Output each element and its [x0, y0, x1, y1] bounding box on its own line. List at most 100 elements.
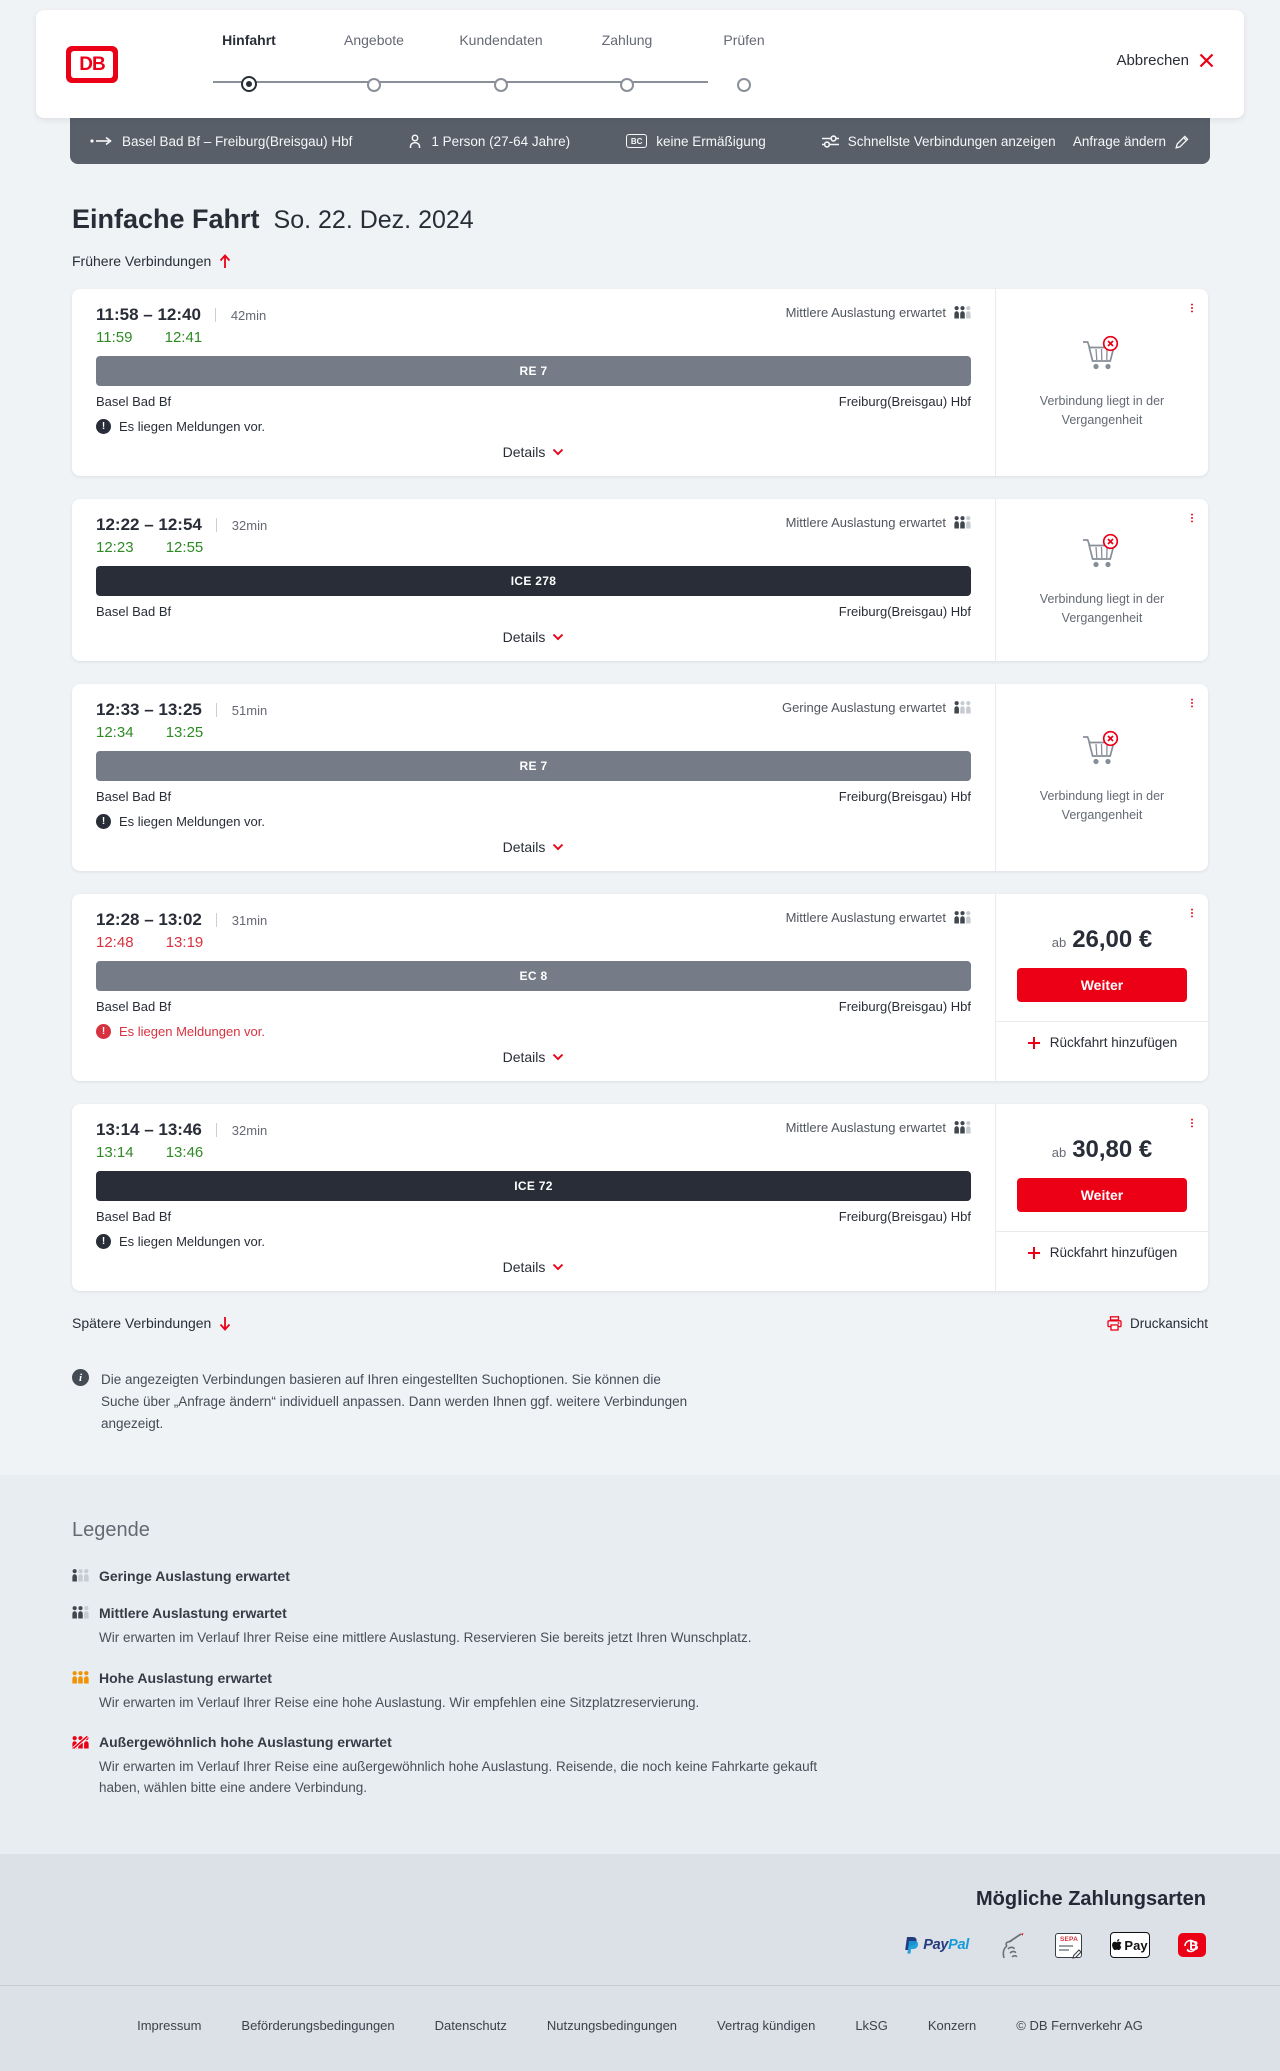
price-prefix: ab [1052, 935, 1066, 950]
exclamation-icon: ! [96, 814, 111, 829]
occupancy-low-icon [72, 1569, 89, 1582]
fastest-connections-toggle[interactable]: Schnellste Verbindungen anzeigen [822, 134, 1056, 149]
tune-icon [822, 135, 839, 148]
destination-station: Freiburg(Breisgau) Hbf [839, 604, 971, 619]
kebab-menu-icon[interactable] [1188, 1114, 1196, 1132]
details-toggle[interactable]: Details [96, 444, 971, 464]
connection-side-panel: Verbindung liegt in der Vergangenheit [995, 499, 1208, 661]
details-toggle[interactable]: Details [96, 629, 971, 649]
add-return-button[interactable]: Rückfahrt hinzufügen [1027, 1035, 1178, 1062]
kebab-menu-icon[interactable] [1188, 299, 1196, 317]
footer-link-befoerderungsbedingungen[interactable]: Beförderungsbedingungen [241, 2018, 394, 2033]
past-connection-note: Verbindung liegt in der Vergangenheit [1020, 392, 1184, 430]
destination-station: Freiburg(Breisgau) Hbf [839, 394, 971, 409]
occupancy-label: Geringe Auslastung erwartet [782, 700, 946, 715]
footer-link-konzern[interactable]: Konzern [928, 2018, 976, 2033]
arrow-up-icon [219, 254, 231, 269]
change-request-label: Anfrage ändern [1073, 134, 1166, 149]
occupancy-high-icon [72, 1671, 89, 1684]
legend-item-description: Wir erwarten im Verlauf Ihrer Reise eine… [99, 1628, 844, 1649]
connection-card-5: 13:14 – 13:46 32min Mittlere Auslastung … [72, 1104, 1208, 1291]
legend-item-description: Wir erwarten im Verlauf Ihrer Reise eine… [99, 1693, 844, 1714]
footer-link-vertrag-kuendigen[interactable]: Vertrag kündigen [717, 2018, 815, 2033]
step-zahlung[interactable]: Zahlung [562, 32, 692, 92]
price-prefix: ab [1052, 1145, 1066, 1160]
apple-pay-word: Pay [1124, 1938, 1147, 1953]
kebab-menu-icon[interactable] [1188, 694, 1196, 712]
train-segment-bar: ICE 72 [96, 1171, 971, 1201]
payment-section: Mögliche Zahlungsarten PayPal [0, 1854, 1280, 1985]
chevron-down-icon [552, 843, 564, 851]
occupancy-medium-icon [72, 1606, 89, 1619]
step-angebote[interactable]: Angebote [309, 32, 439, 92]
kebab-menu-icon[interactable] [1188, 509, 1196, 527]
change-request-button[interactable]: Anfrage ändern [1073, 134, 1190, 149]
cancel-button[interactable]: Abbrechen [1116, 52, 1214, 69]
occupancy-medium-icon [954, 306, 971, 319]
later-connections-label: Spätere Verbindungen [72, 1315, 211, 1331]
details-toggle[interactable]: Details [96, 839, 971, 859]
details-toggle[interactable]: Details [96, 1259, 971, 1279]
step-dot [737, 78, 751, 92]
train-segment-bar: RE 7 [96, 356, 971, 386]
details-toggle[interactable]: Details [96, 1049, 971, 1069]
time-range: 12:33 – 13:25 [96, 700, 202, 719]
occupancy-label: Mittlere Auslastung erwartet [786, 910, 946, 925]
realtime-arrival: 13:19 [166, 934, 204, 951]
occupancy-indicator: Mittlere Auslastung erwartet [786, 305, 971, 320]
print-view-link[interactable]: Druckansicht [1107, 1316, 1208, 1331]
connection-side-panel: Verbindung liegt in der Vergangenheit [995, 289, 1208, 476]
train-segment-bar: RE 7 [96, 751, 971, 781]
apple-pay-icon: Pay [1110, 1932, 1150, 1958]
print-view-label: Druckansicht [1130, 1316, 1208, 1331]
chevron-down-icon [552, 448, 564, 456]
step-dot [367, 78, 381, 92]
legend-section: Legende Geringe Auslastung erwartet Mitt… [0, 1475, 1280, 1855]
footer-link-impressum[interactable]: Impressum [137, 2018, 201, 2033]
chevron-down-icon [552, 1053, 564, 1061]
footer-link-nutzungsbedingungen[interactable]: Nutzungsbedingungen [547, 2018, 677, 2033]
sepa-word: SEPA [1059, 1936, 1078, 1943]
results-area: Einfache Fahrt So. 22. Dez. 2024 Frühere… [72, 204, 1208, 1475]
connection-main: 11:58 – 12:40 42min Mittlere Auslastung … [72, 289, 995, 476]
later-connections-link[interactable]: Spätere Verbindungen [72, 1315, 231, 1331]
step-pruefen[interactable]: Prüfen [679, 32, 809, 92]
time-range: 12:22 – 12:54 [96, 515, 202, 534]
footer-link-datenschutz[interactable]: Datenschutz [435, 2018, 507, 2033]
kebab-menu-icon[interactable] [1188, 904, 1196, 922]
continue-button[interactable]: Weiter [1017, 968, 1187, 1002]
train-label: ICE 278 [511, 574, 556, 588]
step-hinfahrt[interactable]: Hinfahrt [184, 32, 314, 92]
details-label: Details [503, 629, 546, 645]
footer-link-lksg[interactable]: LkSG [855, 2018, 888, 2033]
realtime-times-delayed: 12:48 13:19 [96, 934, 971, 951]
destination-station: Freiburg(Breisgau) Hbf [839, 1209, 971, 1224]
divider [996, 1231, 1208, 1232]
add-return-button[interactable]: Rückfahrt hinzufügen [1027, 1245, 1178, 1272]
time-range: 11:58 – 12:40 [96, 305, 201, 324]
realtime-departure: 12:23 [96, 539, 134, 556]
connection-main: 12:22 – 12:54 32min Mittlere Auslastung … [72, 499, 995, 661]
continue-button[interactable]: Weiter [1017, 1178, 1187, 1212]
connection-main: 12:28 – 13:02 31min Mittlere Auslastung … [72, 894, 995, 1081]
legend-item-description: Wir erwarten im Verlauf Ihrer Reise eine… [99, 1757, 844, 1799]
query-discount: BC keine Ermäßigung [626, 134, 766, 149]
step-kundendaten[interactable]: Kundendaten [436, 32, 566, 92]
earlier-connections-label: Frühere Verbindungen [72, 253, 211, 269]
connection-main: 12:33 – 13:25 51min Geringe Auslastung e… [72, 684, 995, 871]
step-dot-active [241, 76, 257, 92]
pencil-icon [1175, 134, 1190, 149]
query-summary-bar: Basel Bad Bf – Freiburg(Breisgau) Hbf 1 … [70, 118, 1210, 164]
divider [216, 703, 217, 717]
close-icon [1199, 53, 1214, 68]
legend-item-label: Geringe Auslastung erwartet [99, 1568, 290, 1584]
add-return-label: Rückfahrt hinzufügen [1050, 1035, 1178, 1050]
info-note: i Die angezeigten Verbindungen basieren … [72, 1369, 1208, 1475]
origin-station: Basel Bad Bf [96, 999, 171, 1014]
earlier-connections-link[interactable]: Frühere Verbindungen [72, 253, 231, 269]
occupancy-label: Mittlere Auslastung erwartet [786, 305, 946, 320]
time-range: 13:14 – 13:46 [96, 1120, 202, 1139]
bahncard-icon: BC [626, 134, 647, 148]
paypal-icon: PayPal [904, 1936, 969, 1955]
price-value: 30,80 € [1072, 1136, 1152, 1164]
